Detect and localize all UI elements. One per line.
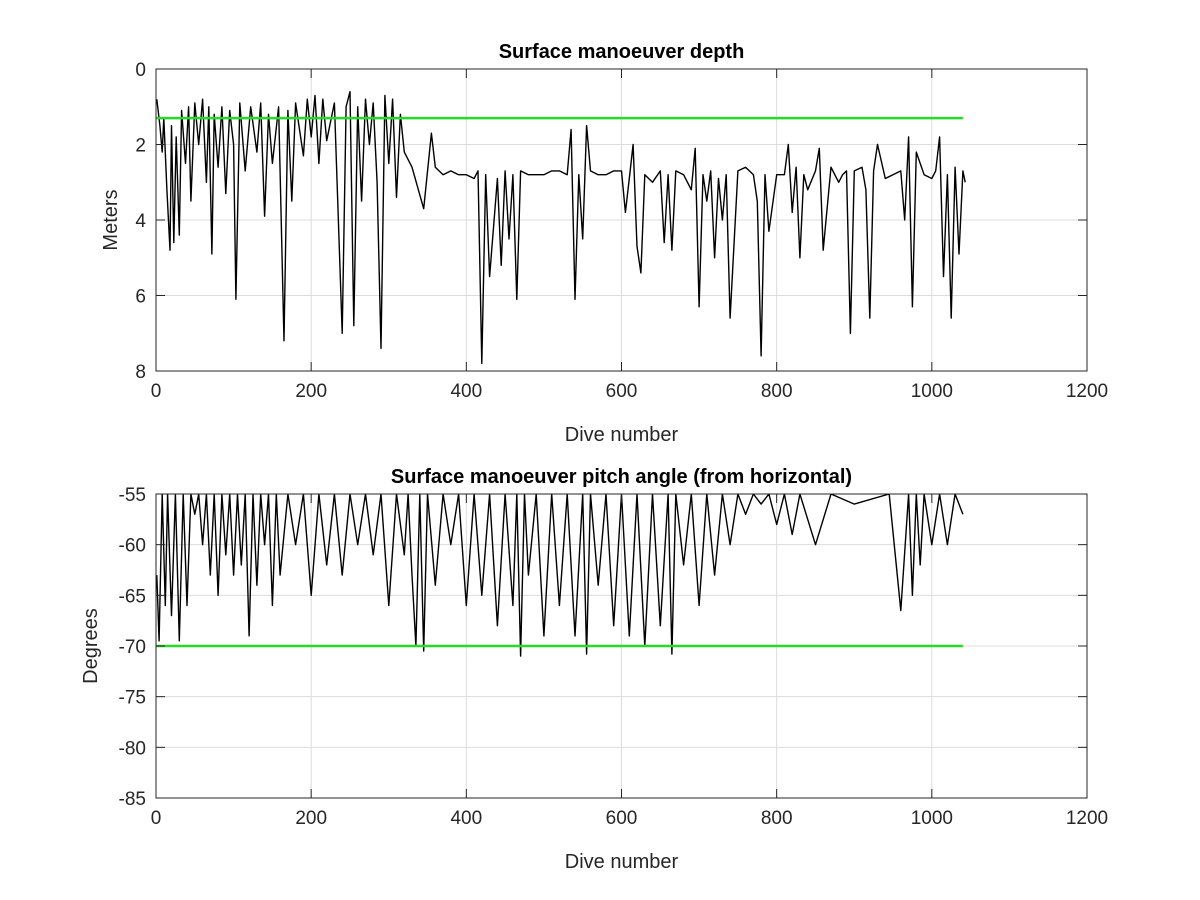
pitch-y-axis-label: Degrees [80,608,102,684]
pitch-x-tick-label: 1200 [1066,808,1108,829]
depth-x-tick-label: 1200 [1066,381,1108,402]
depth-axes: 0 200 400 600 800 1000 1200 0 2 4 6 8 Surface manoe… [100,41,1108,446]
depth-data-line [156,90,966,365]
depth-x-tick-label: 400 [450,381,482,402]
pitch-x-tick-label: 0 [151,808,162,829]
pitch-chart-title: Surface manoeuver pitch angle (from hori… [391,466,852,488]
depth-chart-title: Surface manoeuver depth [499,41,745,63]
depth-x-tick-label: 1000 [911,381,953,402]
depth-y-axis-label: Meters [100,189,122,250]
pitch-y-tick-label: -75 [119,688,146,709]
pitch-y-tick-label: -65 [119,586,146,607]
pitch-data-line [156,494,964,657]
pitch-y-tick-label: -80 [119,738,146,759]
depth-y-tick-label: 4 [135,211,146,232]
pitch-x-tick-label: 600 [606,808,638,829]
depth-x-tick-label: 200 [295,381,327,402]
depth-x-tick-label: 600 [606,381,638,402]
pitch-y-tick-label: -85 [119,789,146,810]
pitch-y-tick-label: -70 [119,637,146,658]
depth-x-tick-label: 0 [151,381,162,402]
pitch-x-tick-label: 1000 [911,808,953,829]
depth-x-axis-label: Dive number [565,424,679,446]
depth-y-tick-label: 6 [135,287,146,308]
pitch-x-tick-label: 800 [761,808,793,829]
pitch-x-tick-label: 200 [295,808,327,829]
depth-y-tick-label: 8 [135,362,146,383]
pitch-axes: 0 200 400 600 800 1000 1200 -55 -60 -65 -70 -75 -80 -… [80,466,1108,873]
pitch-x-tick-label: 400 [450,808,482,829]
pitch-x-axis-label: Dive number [565,851,679,873]
pitch-y-tick-label: -55 [119,485,146,506]
depth-x-tick-label: 800 [761,381,793,402]
pitch-y-tick-label: -60 [119,536,146,557]
depth-y-tick-label: 2 [135,136,146,157]
depth-y-tick-label: 0 [135,60,146,81]
